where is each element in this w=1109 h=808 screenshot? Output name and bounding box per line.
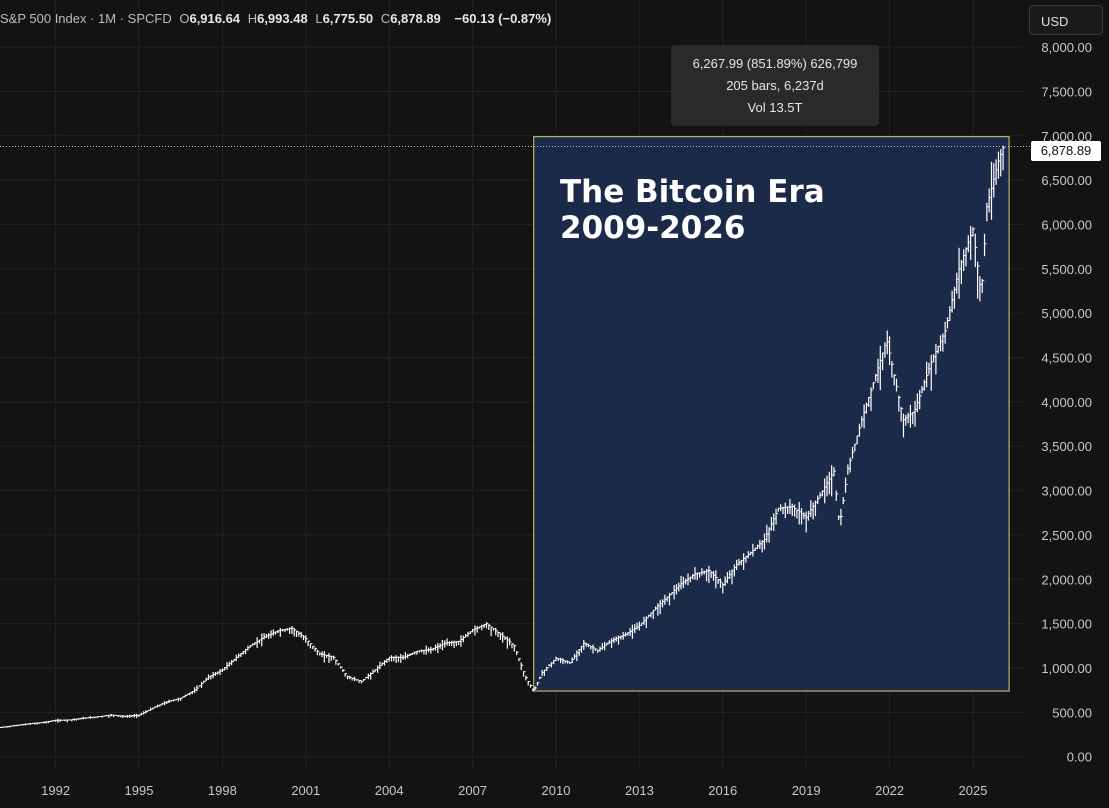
time-tick-label: 1995 (125, 783, 154, 798)
price-tick-label: 3,000.00 (1041, 484, 1092, 499)
close-label: C (380, 11, 391, 26)
high-label: H (247, 11, 258, 26)
symbol-name: S&P 500 Index · 1M · SPCFD (0, 11, 172, 26)
price-tick-label: 5,500.00 (1041, 262, 1092, 277)
price-tick-label: 0.00 (1067, 750, 1092, 765)
price-axis[interactable]: 0.00 500.00 1,000.00 1,500.00 2,000.00 2,500.… (1041, 40, 1092, 765)
annotation-line-2: 2009-2026 (560, 210, 746, 246)
annotation-line-1: The Bitcoin Era (560, 174, 825, 210)
price-tick-label: 4,500.00 (1041, 351, 1092, 366)
bitcoin-era-highlight-box[interactable] (533, 136, 1010, 692)
measure-bars: 205 bars, 6,237d (726, 78, 824, 93)
price-tick-label: 8,000.00 (1041, 40, 1092, 55)
time-tick-label: 2025 (959, 783, 988, 798)
price-tick-label: 4,000.00 (1041, 395, 1092, 410)
price-series (0, 145, 1006, 729)
time-tick-label: 2004 (375, 783, 404, 798)
price-tick-label: 6,000.00 (1041, 217, 1092, 232)
measure-volume: Vol 13.5T (747, 100, 803, 115)
high-value: 6,993.48 (257, 11, 308, 26)
time-tick-label: 1992 (41, 783, 70, 798)
open-label: O (179, 11, 190, 26)
price-tick-label: 2,500.00 (1041, 528, 1092, 543)
close-value: 6,878.89 (390, 11, 441, 26)
price-tick-label: 2,000.00 (1041, 572, 1092, 587)
time-tick-label: 2007 (458, 783, 487, 798)
annotation-text: The Bitcoin Era 2009-2026 (560, 174, 825, 246)
symbol-legend: S&P 500 Index · 1M · SPCFD O6,916.64 H6,… (0, 11, 551, 26)
time-tick-label: 2013 (625, 783, 654, 798)
price-tick-label: 5,000.00 (1041, 306, 1092, 321)
price-tick-label: 3,500.00 (1041, 439, 1092, 454)
time-tick-label: 2001 (291, 783, 320, 798)
time-axis[interactable]: 1992 1995 1998 2001 2004 2007 2010 2013 2016 2019… (41, 783, 987, 798)
time-tick-label: 2019 (792, 783, 821, 798)
time-tick-label: 1998 (208, 783, 237, 798)
measure-change: 6,267.99 (851.89%) 626,799 (692, 56, 858, 71)
price-tick-label: 6,500.00 (1041, 173, 1092, 188)
time-tick-label: 2010 (542, 783, 571, 798)
price-tick-label: 1,000.00 (1041, 661, 1092, 676)
time-tick-label: 2016 (708, 783, 737, 798)
price-tick-label: 1,500.00 (1041, 617, 1092, 632)
low-label: L (315, 11, 323, 26)
price-tick-label: 7,500.00 (1041, 84, 1092, 99)
currency-button[interactable]: USD (1029, 5, 1103, 35)
measure-tooltip: 6,267.99 (851.89%) 626,799 205 bars, 6,2… (671, 45, 879, 126)
price-tick-label: 500.00 (1052, 705, 1092, 720)
last-price-label: 6,878.89 (1031, 141, 1101, 161)
change-value: −60.13 (−0.87%) (454, 11, 552, 26)
price-tick-label: 7,000.00 (1041, 129, 1092, 144)
time-tick-label: 2022 (875, 783, 904, 798)
low-value: 6,775.50 (322, 11, 374, 26)
open-value: 6,916.64 (189, 11, 241, 26)
